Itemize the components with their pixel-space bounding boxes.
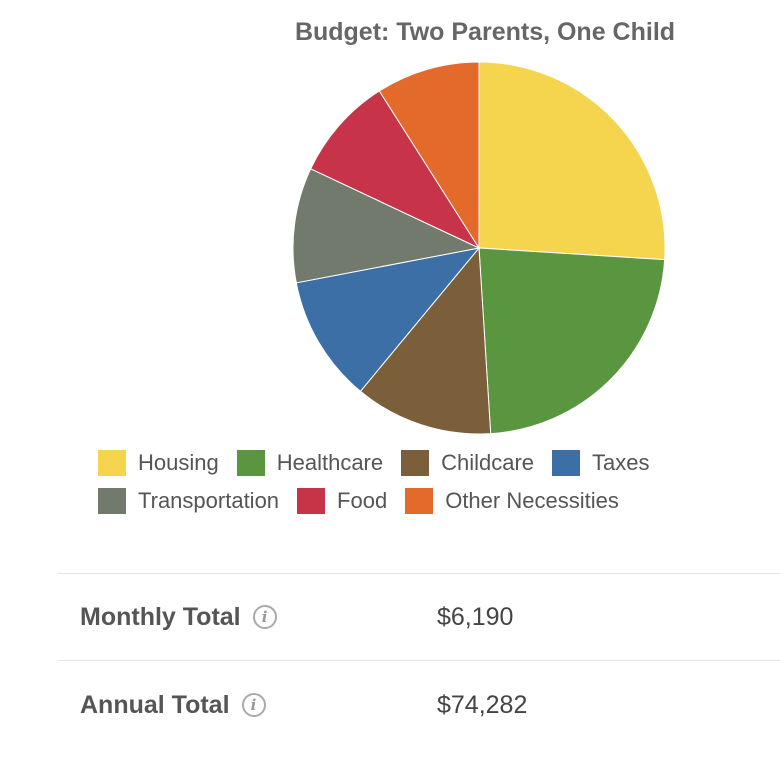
monthly-total-label: Monthly Total — [80, 602, 241, 631]
pie-slice-other-necessities[interactable] — [378, 61, 480, 250]
legend-item-other-necessities[interactable]: Other Necessities — [405, 486, 619, 516]
legend-label: Healthcare — [276, 450, 384, 475]
annual-total-row: Annual Total i $74,282 — [80, 685, 780, 725]
legend-item-transportation[interactable]: Transportation — [98, 486, 279, 516]
legend-item-taxes[interactable]: Taxes — [552, 448, 650, 478]
legend-label: Transportation — [138, 488, 280, 513]
pie-slice-food[interactable] — [310, 90, 481, 250]
info-icon[interactable]: i — [241, 693, 266, 717]
legend-label: Other Necessities — [445, 488, 619, 513]
legend-swatch — [297, 488, 326, 514]
pie-slice-transportation[interactable] — [292, 168, 481, 284]
legend-item-food[interactable]: Food — [297, 486, 387, 516]
chart-legend: Housing Healthcare Childcare Taxes Transport… — [98, 448, 758, 516]
pie-slice-taxes[interactable] — [295, 247, 481, 393]
legend-swatch — [98, 488, 126, 514]
legend-item-healthcare[interactable]: Healthcare — [236, 448, 384, 478]
legend-item-childcare[interactable]: Childcare — [401, 448, 534, 478]
legend-swatch — [552, 450, 581, 476]
pie-chart — [292, 61, 666, 435]
monthly-total-value: $6,190 — [437, 602, 514, 631]
legend-label: Taxes — [592, 450, 650, 475]
legend-swatch — [98, 450, 126, 476]
divider-middle — [58, 660, 780, 661]
legend-label: Housing — [138, 450, 219, 475]
pie-slice-healthcare[interactable] — [478, 247, 666, 435]
chart-title: Budget: Two Parents, One Child — [294, 18, 676, 46]
legend-swatch — [236, 450, 265, 476]
monthly-total-row: Monthly Total i $6,190 — [80, 597, 780, 637]
legend-item-housing[interactable]: Housing — [98, 448, 219, 478]
legend-swatch — [405, 488, 434, 514]
annual-total-value: $74,282 — [437, 690, 528, 719]
pie-slice-housing[interactable] — [478, 61, 666, 261]
legend-label: Food — [337, 488, 388, 513]
legend-label: Childcare — [441, 450, 535, 475]
pie-slice-childcare[interactable] — [359, 246, 492, 435]
annual-total-label: Annual Total — [80, 690, 230, 719]
divider-top — [58, 573, 780, 574]
legend-swatch — [401, 450, 430, 476]
info-icon[interactable]: i — [252, 605, 277, 629]
